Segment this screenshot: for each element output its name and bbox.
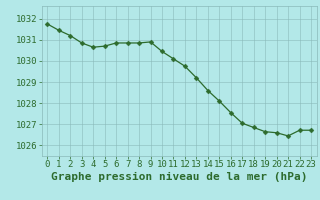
- X-axis label: Graphe pression niveau de la mer (hPa): Graphe pression niveau de la mer (hPa): [51, 172, 308, 182]
